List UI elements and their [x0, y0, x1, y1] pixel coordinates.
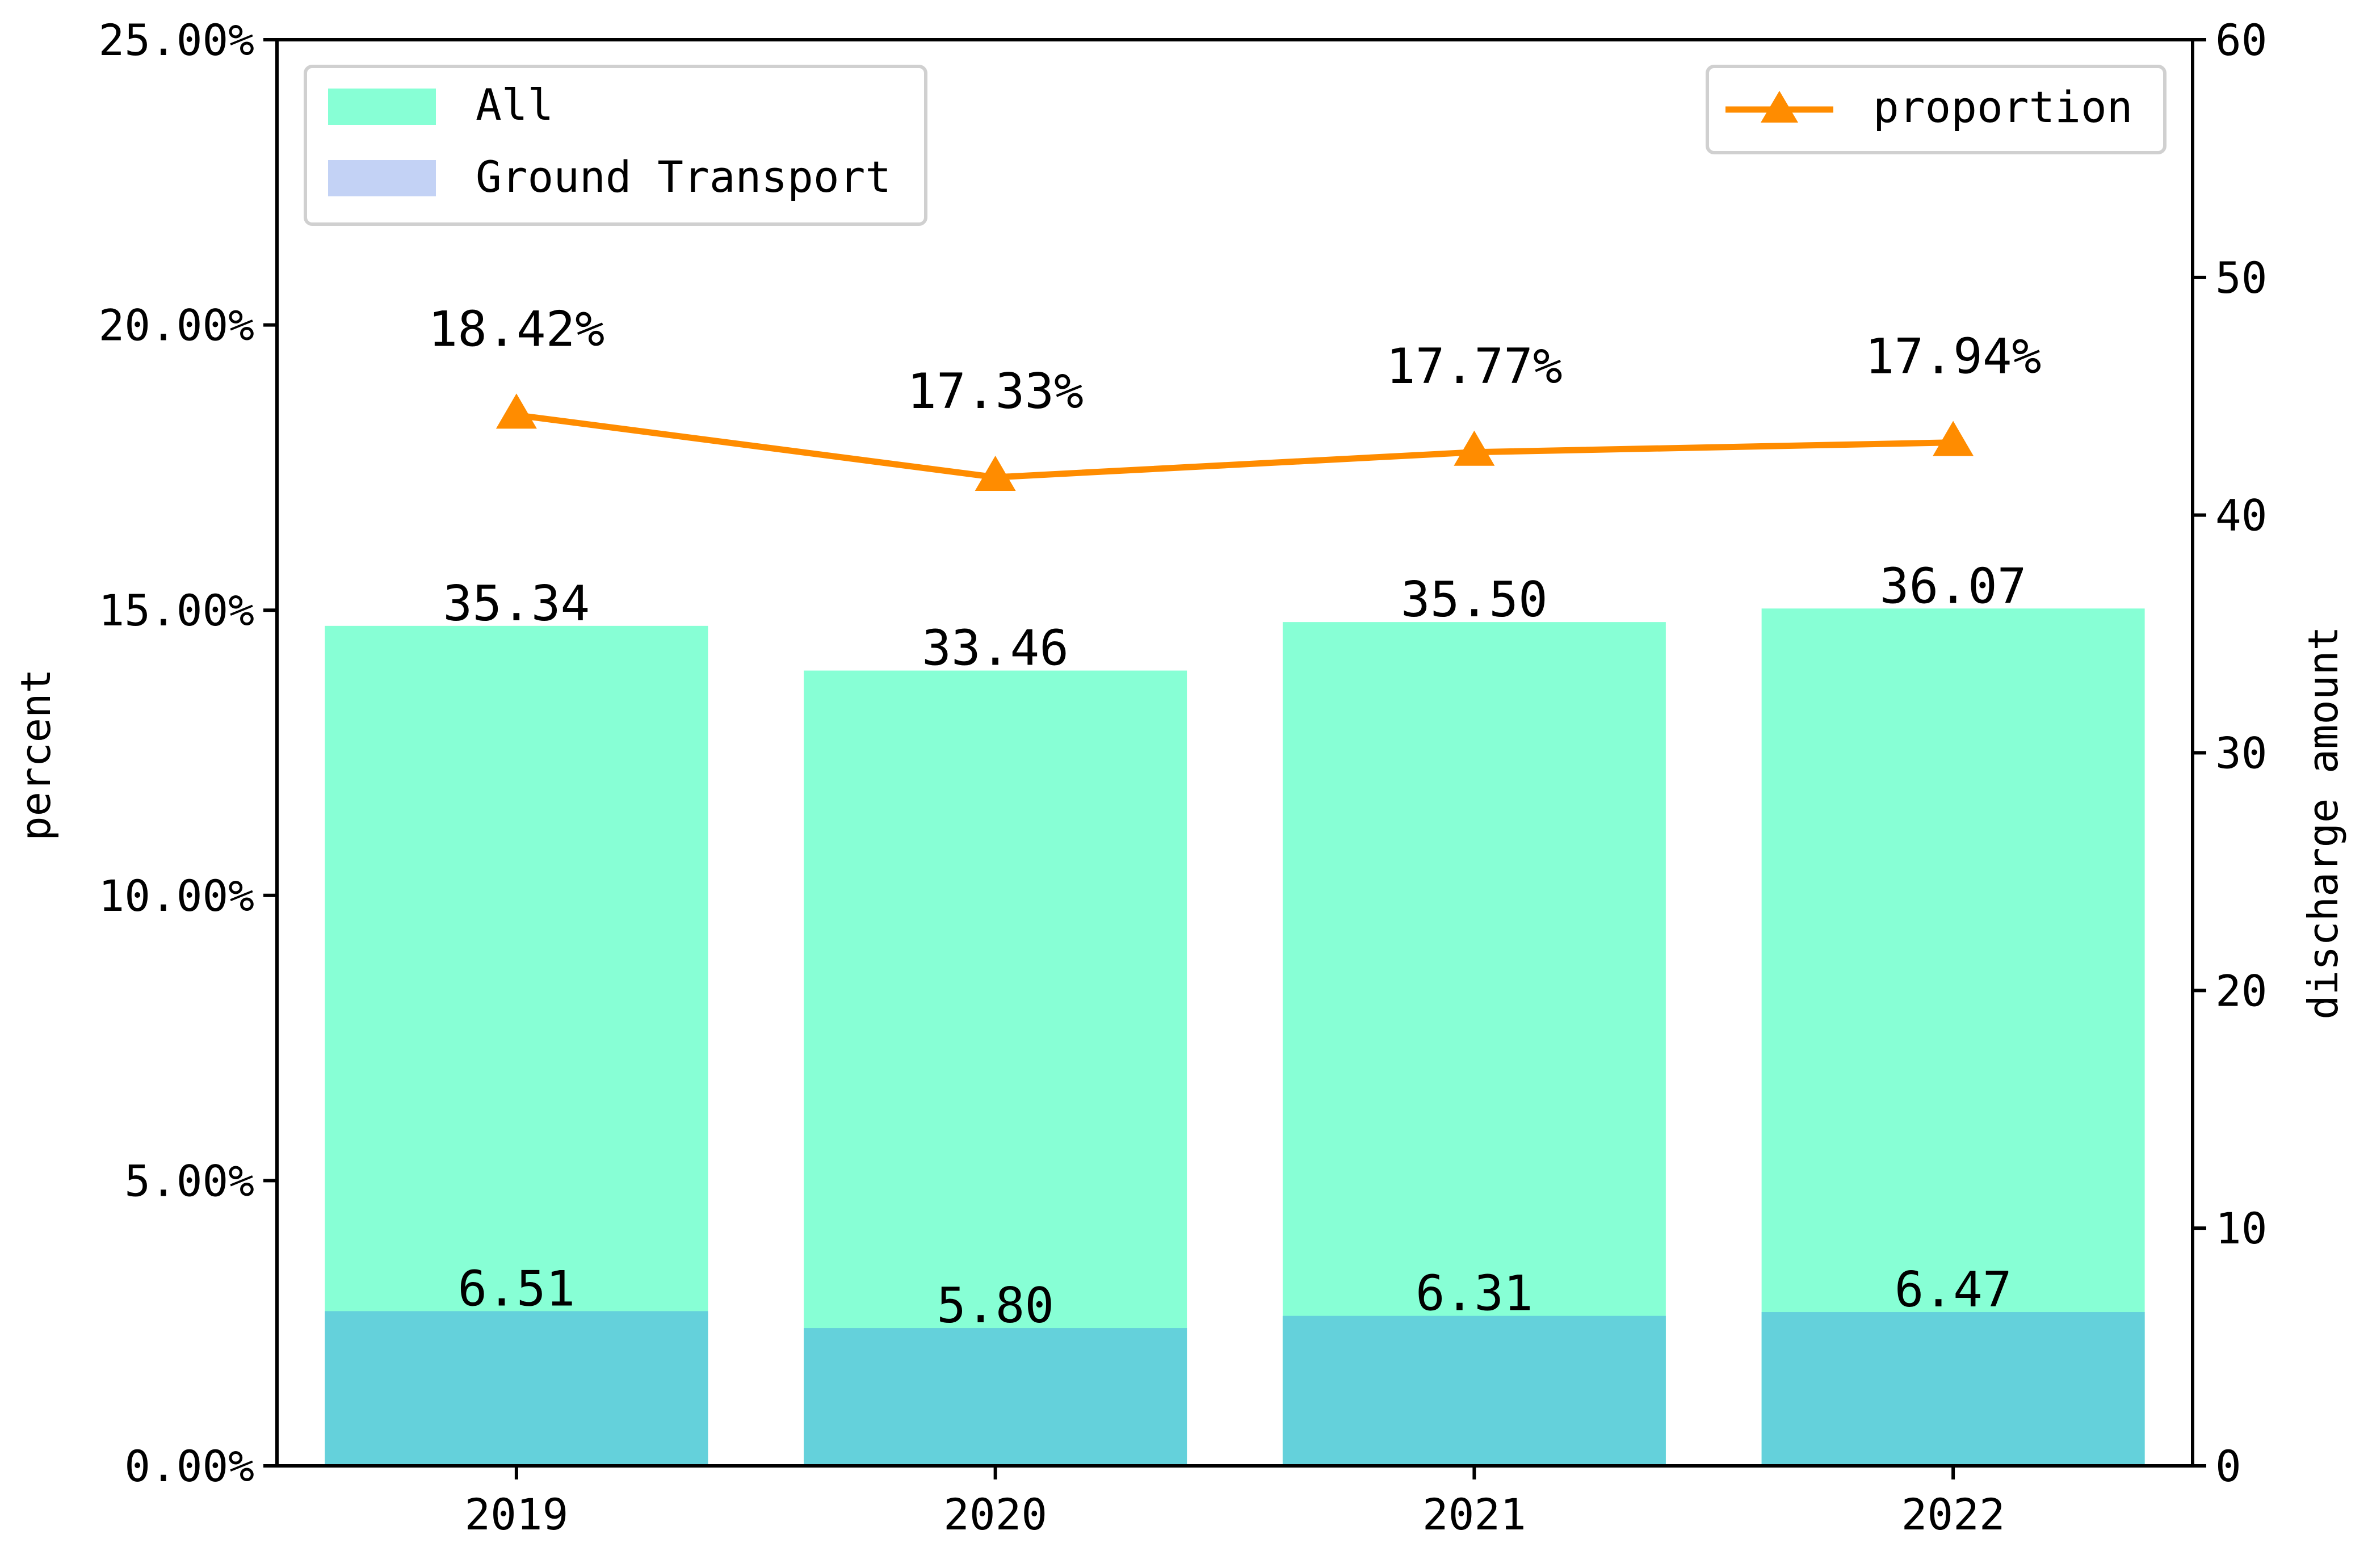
bar-label-ground-transport-2019: 6.51 [457, 1260, 575, 1317]
bar-label-all-2020: 33.46 [922, 620, 1069, 677]
x-tick-label-2021: 2021 [1422, 1489, 1526, 1540]
x-tick-label-2022: 2022 [1901, 1489, 2005, 1540]
bar-label-ground-transport-2020: 5.80 [937, 1277, 1054, 1334]
bar-legend: All Ground Transport [304, 65, 927, 226]
legend-triangle-marker [1761, 91, 1798, 123]
bar-ground-transport-2022 [1761, 1312, 2145, 1466]
data-labels-layer: 35.34 6.51 33.46 5.80 35.50 6.31 36.07 6.47 18.4… [429, 301, 2042, 1334]
right-tick-label-1: 10 [2215, 1203, 2268, 1254]
legend-label-proportion: proportion [1873, 82, 2133, 132]
legend-label-ground-transport: Ground Transport [476, 152, 891, 202]
proportion-marker-2022 [1933, 421, 1974, 456]
proportion-label-2019: 18.42% [429, 301, 605, 358]
bar-label-all-2022: 36.07 [1880, 558, 2027, 615]
line-legend: proportion [1706, 65, 2167, 154]
proportion-label-2020: 17.33% [907, 363, 1084, 420]
left-tick-label-2: 10.00% [98, 871, 254, 921]
right-tick-label-6: 60 [2215, 15, 2268, 65]
x-tick-label-2020: 2020 [943, 1489, 1047, 1540]
proportion-marker-2020 [975, 455, 1016, 491]
right-tick-label-2: 20 [2215, 965, 2268, 1016]
left-tick-label-5: 25.00% [98, 15, 254, 65]
bar-legend-frame [304, 65, 927, 226]
proportion-line-layer [496, 393, 1974, 491]
bar-ground-transport-2021 [1282, 1315, 1666, 1466]
legend-label-all: All [476, 79, 553, 130]
bar-ground-transport-2019 [325, 1311, 708, 1466]
right-axis-title: discharge amount [2299, 626, 2347, 1020]
proportion-label-2021: 17.77% [1386, 338, 1563, 395]
axes-layer: 0.00% 5.00% 10.00% 15.00% 20.00% 25.00% 0 10 20 3… [98, 15, 2267, 1540]
left-tick-label-0: 0.00% [124, 1441, 254, 1491]
bar-ground-transport-2020 [804, 1328, 1187, 1466]
x-tick-label-2019: 2019 [464, 1489, 568, 1540]
bar-label-all-2021: 35.50 [1401, 571, 1548, 628]
bar-label-ground-transport-2021: 6.31 [1416, 1266, 1533, 1322]
right-tick-label-3: 30 [2215, 728, 2268, 779]
legend-swatch-all [328, 89, 436, 125]
right-tick-label-4: 40 [2215, 490, 2268, 541]
bars-layer [325, 608, 2145, 1466]
left-tick-label-3: 15.00% [98, 585, 254, 636]
right-tick-label-5: 50 [2215, 253, 2268, 303]
bar-label-ground-transport-2022: 6.47 [1895, 1262, 2012, 1318]
right-tick-label-0: 0 [2215, 1441, 2241, 1491]
left-axis-title: percent [12, 669, 60, 840]
proportion-line [516, 411, 1954, 481]
proportion-marker-2019 [496, 393, 537, 429]
proportion-label-2022: 17.94% [1865, 329, 2042, 385]
proportion-marker-2021 [1454, 430, 1495, 466]
left-tick-label-4: 20.00% [98, 300, 254, 351]
bar-label-all-2019: 35.34 [443, 575, 590, 632]
left-tick-label-1: 5.00% [124, 1155, 254, 1206]
legend-swatch-ground-transport [328, 160, 436, 196]
line-legend-frame [1706, 65, 2167, 154]
